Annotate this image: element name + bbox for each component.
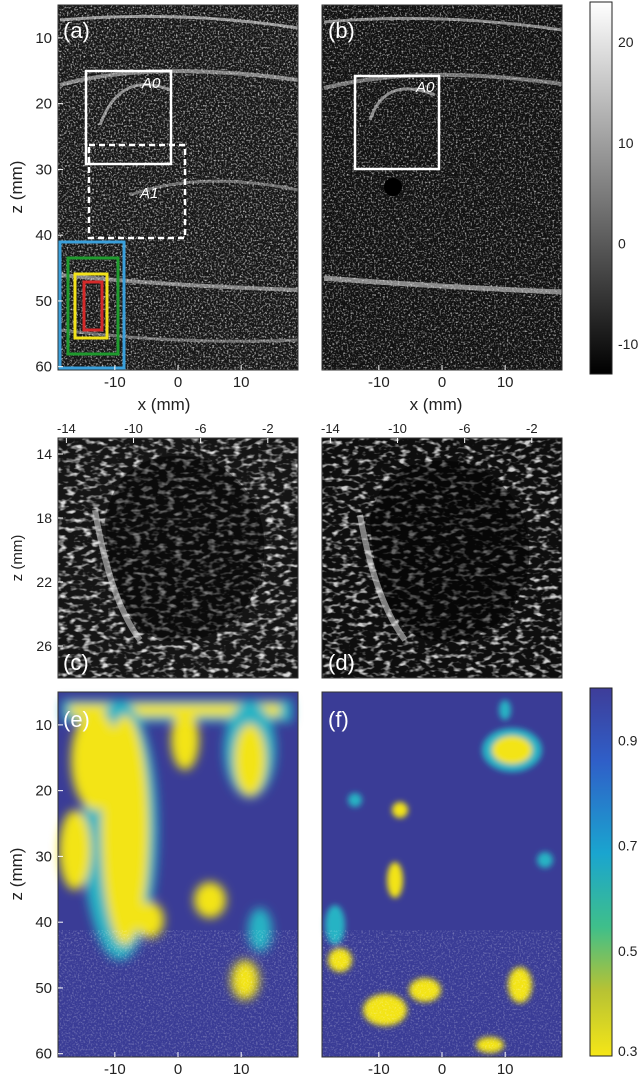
panel-b-structures — [323, 16, 563, 295]
panel-a-ytick-label: 60 — [35, 359, 52, 376]
panel-e-ytick-label: 50 — [35, 980, 52, 997]
colorbar-a-tick-label: 0 — [618, 235, 626, 251]
colorbar-a-tick-label: 10 — [618, 135, 634, 151]
axis-title-z-c: z (mm) — [9, 535, 26, 582]
panel-c: (c) — [57, 437, 299, 679]
panel-e-xtick-label: -10 — [104, 1061, 126, 1078]
panel-e-blobs — [59, 700, 292, 1000]
panel-c-ytick-label: 14 — [36, 446, 52, 462]
panel-a-ytick-label: 10 — [35, 30, 52, 47]
axis-title-z-e: z (mm) — [7, 848, 26, 901]
panel-e-ytick-label: 30 — [35, 848, 52, 865]
panel-b-xtick-label: 0 — [438, 374, 446, 391]
panel-c-tissue-boundary — [105, 456, 265, 642]
region-b-a0-box — [353, 74, 441, 171]
panel-e: (e) — [57, 691, 299, 1058]
colorbar-gray — [589, 1, 613, 375]
panel-f-label: (f) — [328, 707, 349, 732]
colorbar-e-tick-label: 0.7 — [618, 838, 638, 854]
panel-a-ytick-label: 50 — [35, 293, 52, 310]
panel-f-xtick-label: 0 — [438, 1061, 446, 1078]
panel-a-ytick-label: 40 — [35, 227, 52, 244]
colorbar-e-tick-label: 0.3 — [618, 1043, 638, 1059]
colorbar-a-tick-label: 20 — [618, 34, 634, 50]
panel-a-xtick-label: -10 — [104, 374, 126, 391]
panel-e-ytick-label: 40 — [35, 914, 52, 931]
axis-title-x-a: x (mm) — [138, 395, 191, 414]
region-a0-box — [84, 69, 173, 166]
panel-e-background-texture — [58, 930, 298, 1057]
panel-b-xtick-label: 10 — [497, 374, 514, 391]
panel-a-xtick-label: 10 — [233, 374, 250, 391]
panel-a-region-a0-label: A0 — [141, 75, 161, 92]
panel-b: (b) A0 — [321, 4, 563, 371]
panel-e-label: (e) — [63, 707, 90, 732]
panel-a-xtick-label: 0 — [174, 374, 182, 391]
panel-b-xtick-label: -10 — [368, 374, 390, 391]
region-a1-box — [87, 143, 187, 240]
panel-e-xtick-label: 10 — [233, 1061, 250, 1078]
axis-title-x-b: x (mm) — [410, 395, 463, 414]
panel-b-label: (b) — [328, 18, 355, 43]
panel-c-xtick-label: -14 — [57, 421, 76, 436]
panel-a: (a) A0 A1 — [57, 4, 299, 371]
panel-f-background-texture — [322, 930, 562, 1057]
panel-a-ytick-label: 20 — [35, 96, 52, 113]
panel-f-xtick-label: 10 — [497, 1061, 514, 1078]
roi-yellow-box — [73, 272, 109, 340]
panel-e-ytick-label: 20 — [35, 783, 52, 800]
panel-d-xtick-label: -2 — [526, 421, 538, 436]
panel-c-label: (c) — [63, 650, 89, 675]
roi-green-box — [66, 256, 120, 356]
panel-b-region-a0-label: A0 — [415, 79, 435, 96]
panel-d-xtick-label: -6 — [459, 421, 471, 436]
panel-b-speckle — [322, 5, 562, 370]
axis-title-z-ab: z (mm) — [7, 161, 26, 214]
panel-e-ytick-label: 60 — [35, 1046, 52, 1063]
panel-c-ytick-label: 18 — [36, 510, 52, 526]
panel-f: (f) — [321, 691, 563, 1058]
panel-f-xtick-label: -10 — [368, 1061, 390, 1078]
panel-c-ytick-label: 26 — [36, 638, 52, 654]
colorbar-parula — [589, 687, 613, 1057]
panel-a-label: (a) — [63, 18, 90, 43]
colorbar-e-tick-label: 0.9 — [618, 733, 638, 749]
axis-ticks: -10 0 10 10 20 30 40 50 60 20 10 0 -10 -10 0 10 -14 -10 -6… — [35, 30, 638, 1078]
panel-c-xtick-label: -2 — [262, 421, 274, 436]
panel-a-region-a1-label: A1 — [139, 185, 158, 202]
panel-c-ytick-label: 22 — [36, 574, 52, 590]
panel-c-xtick-label: -10 — [124, 421, 143, 436]
panel-c-speckle — [58, 438, 298, 678]
panel-d-tissue-boundary — [370, 460, 530, 642]
panel-e-xtick-label: 0 — [174, 1061, 182, 1078]
panel-a-speckle — [58, 5, 298, 370]
roi-blue-box — [58, 240, 126, 370]
colorbar-a-tick-label: -10 — [618, 336, 638, 352]
panel-e-ytick-label: 10 — [35, 717, 52, 734]
panel-c-xtick-label: -6 — [195, 421, 207, 436]
panel-a-ytick-label: 30 — [35, 161, 52, 178]
colorbar-e-tick-label: 0.5 — [618, 943, 638, 959]
panel-d-xtick-label: -14 — [321, 421, 340, 436]
panel-d-label: (d) — [328, 650, 355, 675]
roi-red-box — [82, 280, 104, 332]
panel-d: (d) — [321, 437, 563, 679]
panel-d-xtick-label: -10 — [388, 421, 407, 436]
